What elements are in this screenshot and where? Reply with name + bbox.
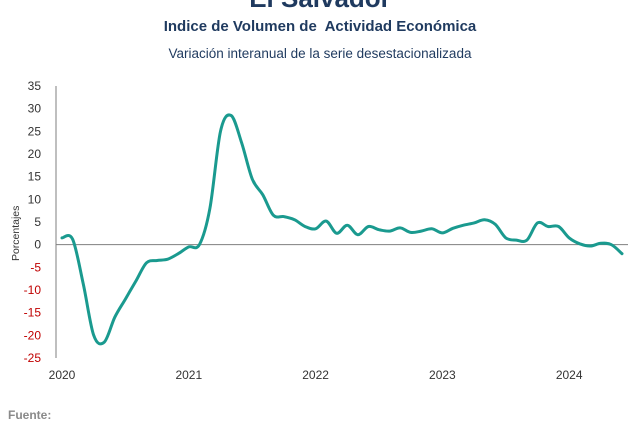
y-tick-label: 30 (28, 102, 42, 116)
y-tick-label: 35 (28, 79, 42, 93)
x-tick-label: 2022 (302, 368, 329, 382)
country-title: El Salvador (0, 0, 640, 14)
y-tick-label: -25 (24, 351, 42, 365)
x-tick-label: 2023 (429, 368, 456, 382)
y-axis-ticks: 35 30 25 20 15 10 5 0 -5 -10 -15 -20 -25 (24, 79, 42, 365)
y-tick-label: 15 (28, 170, 42, 184)
y-tick-label: 25 (28, 124, 42, 138)
source-label: Fuente: (8, 408, 52, 422)
chart-subtitle: Variación interanual de la serie desesta… (168, 46, 472, 61)
y-tick-label: 10 (28, 192, 42, 206)
x-tick-label: 2021 (175, 368, 202, 382)
y-tick-label: 20 (28, 147, 42, 161)
y-tick-label: -15 (24, 306, 42, 320)
y-tick-label: 0 (34, 238, 41, 252)
series-line (60, 113, 624, 346)
x-tick-label: 2024 (556, 368, 583, 382)
x-tick-label: 2020 (49, 368, 76, 382)
y-tick-label: 5 (34, 215, 41, 229)
y-tick-label: -10 (24, 283, 42, 297)
y-axis-label: Porcentajes (10, 206, 22, 261)
y-tick-label: -20 (24, 328, 42, 342)
chart-title: Indice de Volumen de Actividad Económica (163, 18, 477, 35)
y-tick-label: -5 (30, 260, 41, 274)
x-axis-ticks: 2020 2021 2022 2023 2024 (49, 368, 583, 382)
